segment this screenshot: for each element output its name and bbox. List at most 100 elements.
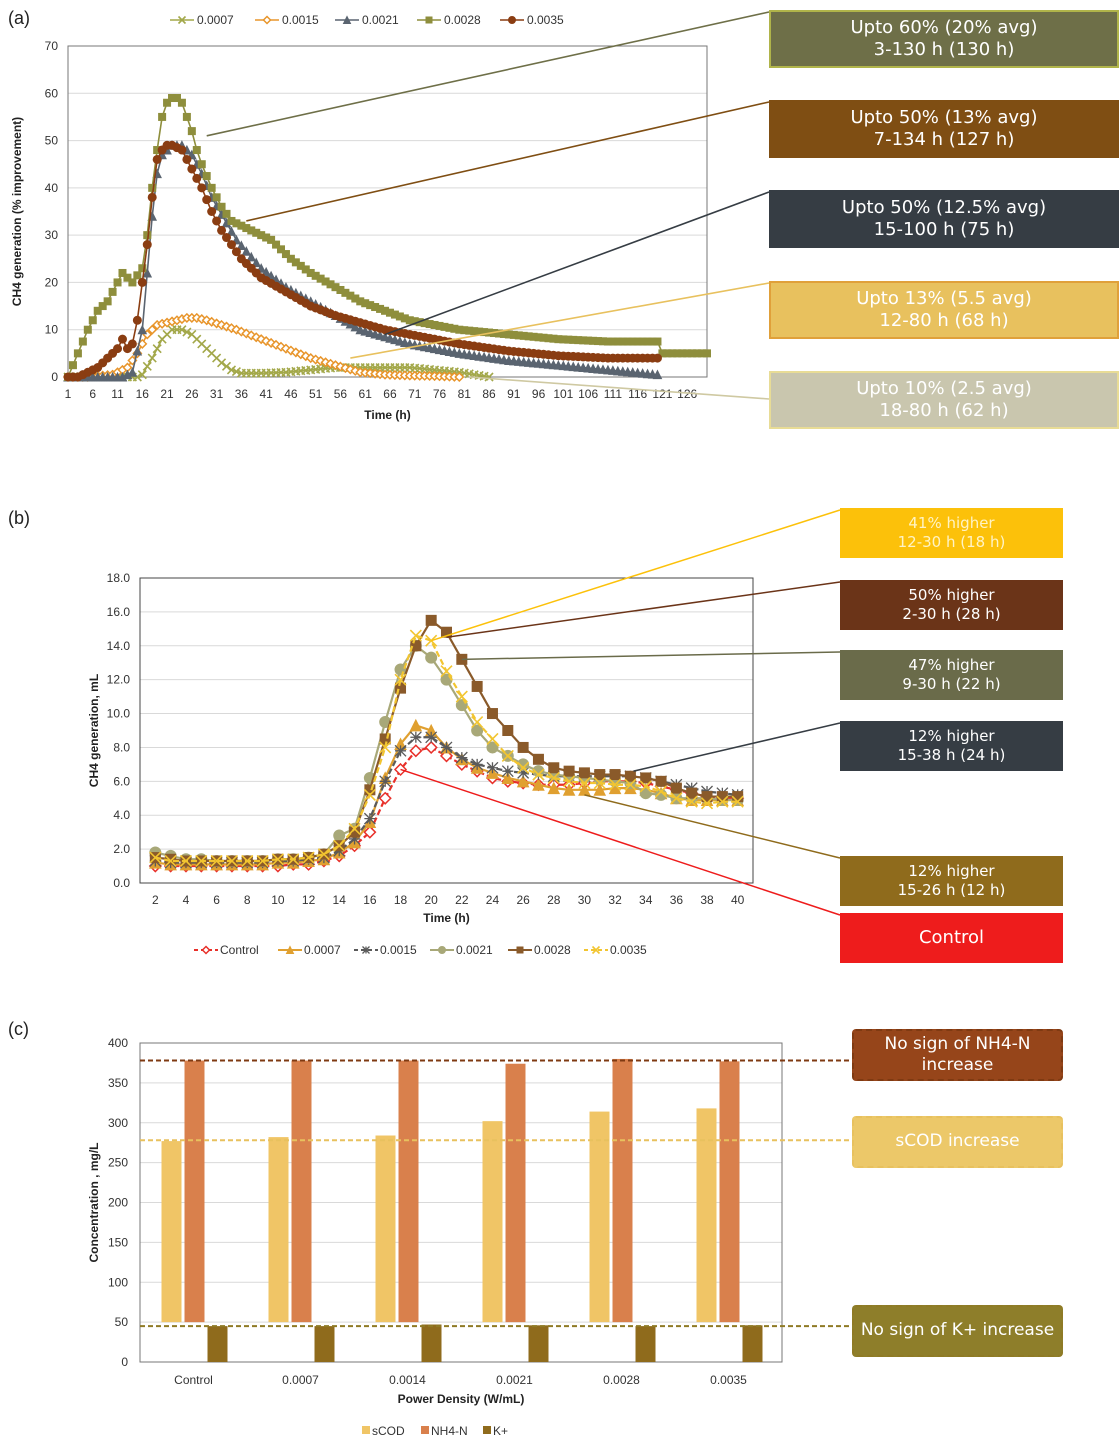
legend-label: 0.0015 bbox=[282, 13, 319, 27]
data-point bbox=[306, 268, 315, 277]
data-point bbox=[480, 328, 489, 337]
data-point bbox=[640, 772, 652, 784]
data-point bbox=[182, 154, 192, 164]
data-point bbox=[395, 682, 407, 694]
data-point bbox=[471, 758, 484, 771]
data-point bbox=[395, 335, 405, 346]
data-point bbox=[247, 226, 256, 235]
data-point bbox=[331, 283, 340, 292]
data-point bbox=[88, 316, 97, 325]
data-point bbox=[435, 321, 444, 330]
category-label: 0.0014 bbox=[389, 1373, 426, 1387]
data-point bbox=[732, 791, 744, 803]
x-tick-label: 31 bbox=[210, 387, 224, 401]
data-point bbox=[361, 299, 370, 308]
data-point bbox=[673, 349, 682, 358]
data-point bbox=[547, 771, 560, 785]
data-point bbox=[202, 195, 212, 205]
data-point bbox=[593, 783, 607, 796]
data-point bbox=[187, 164, 197, 174]
data-point bbox=[147, 324, 158, 335]
y-tick-label: 14.0 bbox=[107, 639, 131, 653]
x-tick-label: 10 bbox=[271, 893, 285, 907]
x-tick-label: 71 bbox=[408, 387, 422, 401]
x-tick-label: 101 bbox=[553, 387, 573, 401]
y-tick-label: 400 bbox=[108, 1036, 128, 1050]
data-point bbox=[563, 775, 576, 788]
data-point bbox=[195, 854, 208, 868]
data-point bbox=[501, 765, 514, 778]
data-point bbox=[471, 715, 484, 729]
x-tick-label: 6 bbox=[213, 893, 220, 907]
x-tick-label: 12 bbox=[302, 893, 316, 907]
data-point bbox=[252, 228, 261, 237]
data-point bbox=[132, 315, 142, 325]
data-point bbox=[701, 791, 713, 803]
data-point bbox=[594, 337, 603, 346]
y-tick-label: 0 bbox=[51, 370, 58, 384]
data-point bbox=[400, 337, 410, 347]
data-point bbox=[395, 312, 404, 321]
series-0.0028 bbox=[149, 614, 744, 867]
data-point bbox=[703, 349, 711, 358]
data-point bbox=[440, 741, 453, 754]
bar-sCOD bbox=[268, 1137, 289, 1323]
data-point bbox=[409, 718, 423, 732]
data-point bbox=[698, 349, 707, 358]
data-point bbox=[678, 349, 687, 358]
annotation-box: sCOD increase bbox=[852, 1116, 1063, 1168]
data-point bbox=[222, 233, 232, 243]
data-point bbox=[494, 329, 503, 338]
legend-swatch bbox=[483, 1426, 491, 1434]
legend-marker bbox=[285, 945, 295, 954]
data-point bbox=[232, 219, 241, 228]
data-point bbox=[532, 768, 545, 781]
data-point bbox=[272, 240, 281, 249]
annotation-text: No sign of NH4-N bbox=[884, 1033, 1031, 1054]
data-point bbox=[217, 225, 227, 235]
x-tick-label: 121 bbox=[652, 387, 672, 401]
x-tick-label: 11 bbox=[111, 387, 124, 401]
data-point bbox=[410, 640, 422, 652]
data-point bbox=[246, 251, 257, 262]
data-point bbox=[231, 366, 241, 377]
y-tick-label: 50 bbox=[45, 134, 59, 148]
data-point bbox=[78, 337, 87, 346]
data-point bbox=[420, 319, 429, 328]
data-point bbox=[132, 345, 143, 356]
y-tick-label: 8.0 bbox=[113, 740, 130, 754]
category-label: 0.0028 bbox=[603, 1373, 640, 1387]
callout-line bbox=[461, 651, 841, 661]
annotation-box: No sign of K+ increase bbox=[852, 1305, 1063, 1357]
x-tick-label: 66 bbox=[383, 387, 397, 401]
data-point bbox=[341, 288, 350, 297]
legend-label: sCOD bbox=[372, 1424, 405, 1438]
data-point bbox=[380, 331, 390, 342]
category-label: 0.0035 bbox=[710, 1373, 747, 1387]
data-point bbox=[286, 254, 295, 263]
data-point bbox=[212, 216, 222, 226]
data-point bbox=[441, 626, 452, 638]
data-point bbox=[207, 183, 216, 192]
x-tick-label: 96 bbox=[532, 387, 546, 401]
y-tick-label: 300 bbox=[108, 1116, 128, 1130]
x-tick-label: 34 bbox=[639, 893, 653, 907]
data-point bbox=[123, 273, 132, 282]
data-point bbox=[685, 795, 698, 808]
data-point bbox=[455, 690, 468, 703]
data-point bbox=[394, 673, 407, 686]
data-point bbox=[236, 240, 247, 251]
data-point bbox=[364, 784, 376, 796]
y-tick-label: 70 bbox=[45, 39, 59, 53]
category-label: 0.0021 bbox=[496, 1373, 533, 1387]
data-point bbox=[539, 333, 548, 342]
data-point bbox=[363, 788, 376, 801]
data-point bbox=[524, 332, 533, 341]
data-point bbox=[177, 98, 186, 107]
annotation-text: Upto 13% (5.5 avg) bbox=[856, 287, 1032, 309]
data-point bbox=[716, 795, 729, 808]
data-point bbox=[564, 335, 573, 344]
bar-sCOD bbox=[696, 1108, 717, 1323]
